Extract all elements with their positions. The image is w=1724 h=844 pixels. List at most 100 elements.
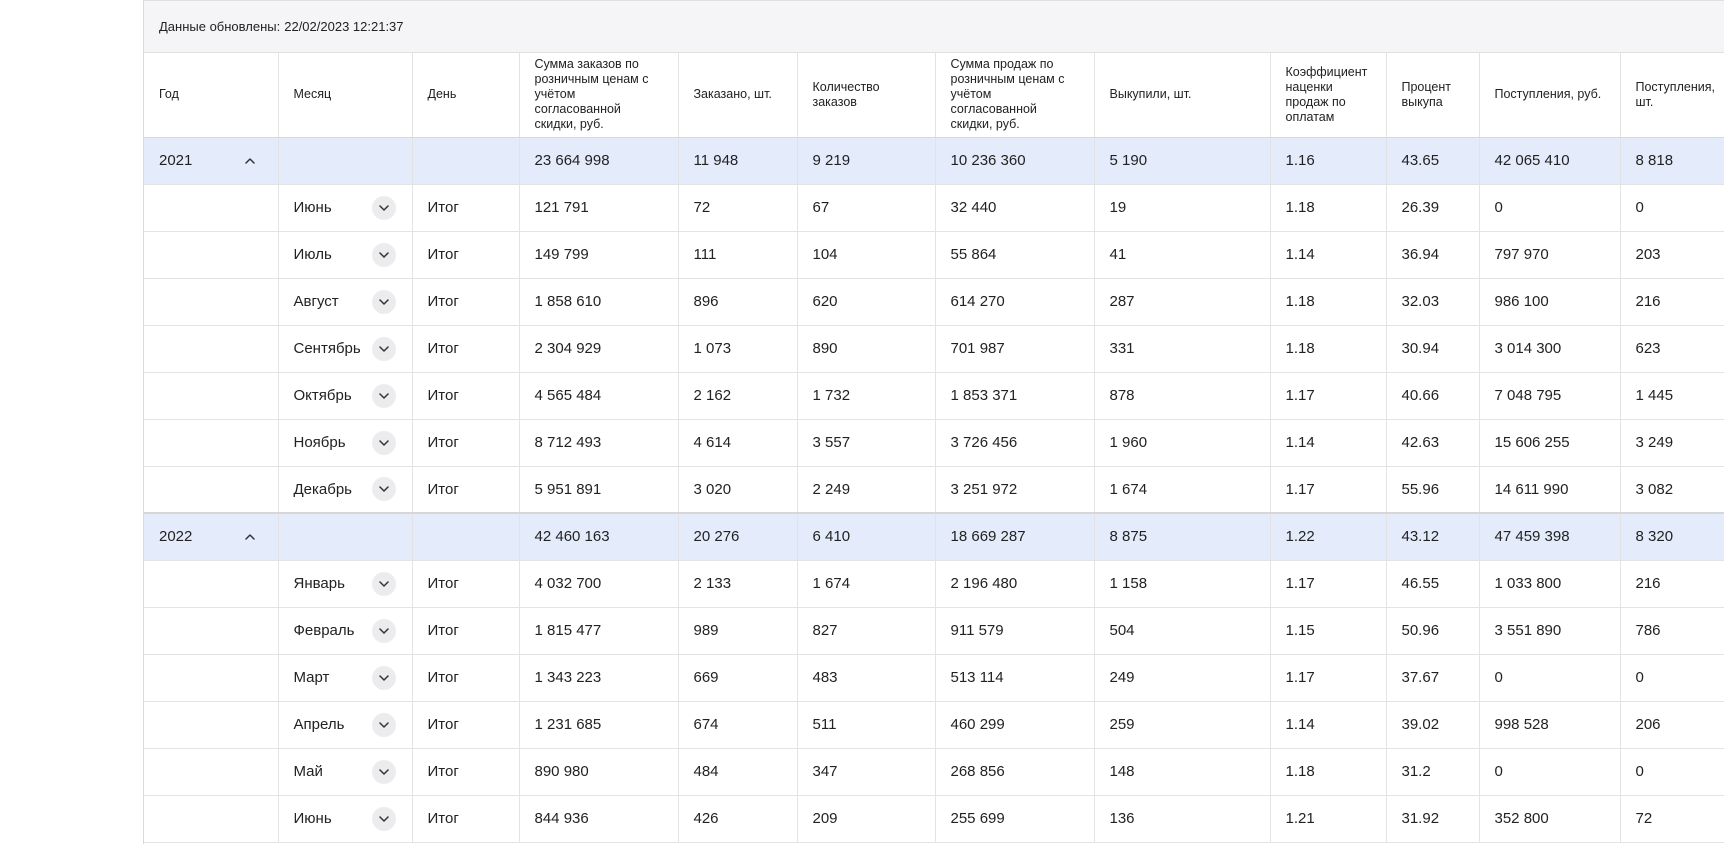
chevron-down-icon — [378, 580, 389, 587]
column-header-buyout-percent[interactable]: Процент выкупа — [1386, 53, 1480, 138]
month-cell: Май — [278, 748, 413, 796]
month-buyout-percent: 39.02 — [1386, 701, 1480, 749]
month-income-qty: 3 249 — [1620, 419, 1724, 467]
month-bought-qty: 504 — [1094, 607, 1271, 655]
month-row: Январь Итог 4 032 700 2 133 1 674 2 196 480 1 … — [144, 560, 1724, 608]
month-expand-button[interactable] — [371, 336, 396, 361]
chevron-down-icon — [378, 486, 389, 492]
column-header-income-qty[interactable]: Поступления, шт. — [1620, 53, 1724, 138]
month-expand-button[interactable] — [371, 665, 396, 690]
month-orders-count: 2 249 — [797, 466, 936, 514]
year-cell-empty — [144, 748, 279, 796]
month-expand-button[interactable] — [371, 383, 396, 408]
month-cell: Февраль — [278, 607, 413, 655]
month-income-qty: 72 — [1620, 795, 1724, 843]
month-cell: Март — [278, 654, 413, 702]
month-expand-button[interactable] — [371, 571, 396, 596]
chevron-down-icon — [378, 345, 389, 352]
month-orders-count: 209 — [797, 795, 936, 843]
month-row: Сентябрь Итог 2 304 929 1 073 890 701 987 331 1… — [144, 325, 1724, 373]
month-sales-sum: 2 196 480 — [935, 560, 1095, 608]
column-header-year[interactable]: Год — [144, 53, 279, 138]
day-cell-empty — [412, 137, 520, 185]
month-cell: Сентябрь — [278, 325, 413, 373]
month-income-qty: 623 — [1620, 325, 1724, 373]
month-income-rub: 0 — [1479, 748, 1621, 796]
month-markup-coef: 1.21 — [1270, 795, 1387, 843]
month-sales-sum: 513 114 — [935, 654, 1095, 702]
day-total-label: Итог — [412, 560, 520, 608]
month-orders-sum: 844 936 — [519, 795, 679, 843]
month-expand-button[interactable] — [371, 195, 396, 220]
month-sales-sum: 268 856 — [935, 748, 1095, 796]
month-orders-count: 511 — [797, 701, 936, 749]
chevron-down-icon — [378, 251, 389, 258]
month-label: Июль — [293, 246, 332, 263]
month-expand-button[interactable] — [371, 477, 396, 502]
data-updated-bar: Данные обновлены: 22/02/2023 12:21:37 — [144, 0, 1724, 53]
day-total-label: Итог — [412, 654, 520, 702]
month-income-rub: 0 — [1479, 184, 1621, 232]
month-income-qty: 216 — [1620, 278, 1724, 326]
year-collapse-button[interactable] — [238, 149, 262, 173]
month-markup-coef: 1.18 — [1270, 278, 1387, 326]
year-label: 2022 — [159, 528, 193, 546]
column-header-orders-count[interactable]: Количество заказов — [797, 53, 936, 138]
month-income-qty: 203 — [1620, 231, 1724, 279]
month-label: Август — [293, 293, 339, 310]
column-header-income-rub[interactable]: Поступления, руб. — [1479, 53, 1621, 138]
month-markup-coef: 1.14 — [1270, 701, 1387, 749]
month-orders-count: 483 — [797, 654, 936, 702]
month-expand-button[interactable] — [371, 759, 396, 784]
column-header-month[interactable]: Месяц — [278, 53, 413, 138]
year-cell-empty — [144, 607, 279, 655]
month-label: Май — [293, 763, 323, 780]
chevron-down-icon — [378, 815, 389, 822]
year-total-orders-count: 9 219 — [797, 137, 936, 185]
month-cell: Июль — [278, 231, 413, 279]
month-expand-button[interactable] — [371, 289, 396, 314]
month-orders-count: 1 732 — [797, 372, 936, 420]
column-header-sales-sum[interactable]: Сумма продаж по розничным ценам с учётом… — [935, 53, 1095, 138]
year-total-markup-coef: 1.22 — [1270, 512, 1387, 561]
month-bought-qty: 249 — [1094, 654, 1271, 702]
chevron-down-icon — [378, 721, 389, 728]
year-total-income-rub: 42 065 410 — [1479, 137, 1621, 185]
month-cell: Апрель — [278, 701, 413, 749]
month-ordered-qty: 669 — [678, 654, 798, 702]
month-buyout-percent: 36.94 — [1386, 231, 1480, 279]
month-cell-empty — [278, 512, 413, 561]
month-label: Сентябрь — [293, 340, 361, 357]
month-income-rub: 7 048 795 — [1479, 372, 1621, 420]
month-orders-count: 890 — [797, 325, 936, 373]
year-total-bought-qty: 8 875 — [1094, 512, 1271, 561]
month-expand-button[interactable] — [371, 618, 396, 643]
month-label: Февраль — [293, 622, 355, 639]
month-row: Июнь Итог 844 936 426 209 255 699 136 1.21 31.92… — [144, 795, 1724, 843]
day-total-label: Итог — [412, 748, 520, 796]
month-label: Декабрь — [293, 480, 352, 498]
month-label: Октябрь — [293, 387, 352, 404]
month-buyout-percent: 42.63 — [1386, 419, 1480, 467]
month-markup-coef: 1.17 — [1270, 654, 1387, 702]
day-total-label: Итог — [412, 325, 520, 373]
month-bought-qty: 136 — [1094, 795, 1271, 843]
month-expand-button[interactable] — [371, 806, 396, 831]
month-markup-coef: 1.18 — [1270, 184, 1387, 232]
month-label: Апрель — [293, 716, 345, 733]
month-bought-qty: 331 — [1094, 325, 1271, 373]
month-expand-button[interactable] — [371, 430, 396, 455]
month-income-rub: 998 528 — [1479, 701, 1621, 749]
month-buyout-percent: 30.94 — [1386, 325, 1480, 373]
column-header-orders-sum[interactable]: Сумма заказов по розничным ценам с учёто… — [519, 53, 679, 138]
column-header-bought-qty[interactable]: Выкупили, шт. — [1094, 53, 1271, 138]
month-expand-button[interactable] — [371, 242, 396, 267]
year-cell-empty — [144, 701, 279, 749]
column-header-day[interactable]: День — [412, 53, 520, 138]
month-expand-button[interactable] — [371, 712, 396, 737]
column-header-ordered-qty[interactable]: Заказано, шт. — [678, 53, 798, 138]
year-collapse-button[interactable] — [238, 525, 262, 549]
month-row: Июль Итог 149 799 111 104 55 864 41 1.14 36.94 79… — [144, 231, 1724, 279]
year-cell-empty — [144, 466, 279, 514]
column-header-markup-coef[interactable]: Коэффициент наценки продаж по оплатам — [1270, 53, 1387, 138]
